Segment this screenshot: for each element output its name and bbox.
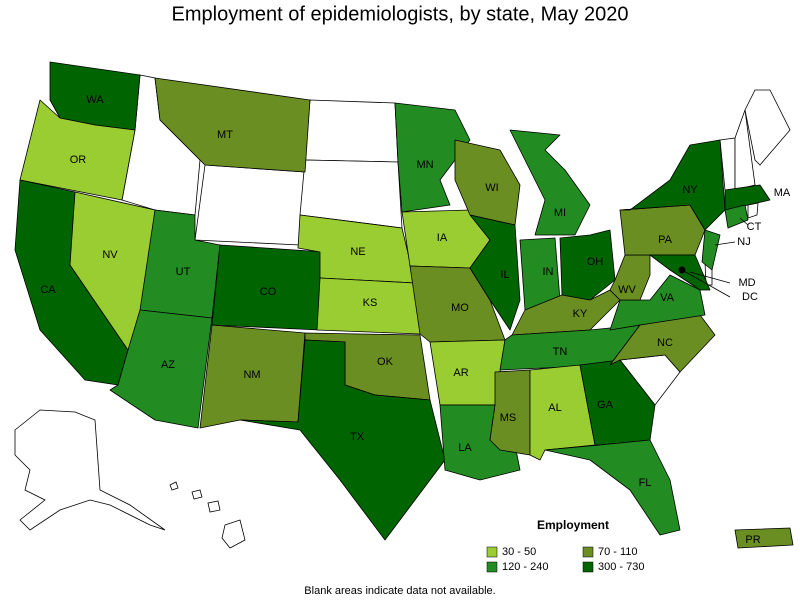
state-blank [304,99,399,163]
state [619,204,706,256]
state-label: WA [86,94,104,106]
state-label: VA [660,292,675,304]
state-label: UT [176,266,191,278]
state-label: MD [738,277,755,289]
state [724,184,771,211]
legend-label: 70 - 110 [598,546,638,558]
state-label: CT [747,221,762,233]
legend-swatch [582,561,594,573]
state-label: AL [548,402,561,414]
state [509,129,591,236]
state-label: IN [543,266,554,278]
state-blank [207,500,221,513]
legend-title: Employment [537,518,609,532]
legend-label: 30 - 50 [502,546,536,558]
state-label: LA [458,442,472,454]
state [154,77,311,173]
legend-label: 120 - 240 [502,561,548,573]
state-label: MO [451,302,469,314]
state-label: MA [774,187,791,199]
state-label: NC [657,337,673,349]
state-label: OR [70,154,87,166]
state-label: MN [416,159,433,171]
state-label: KS [363,297,378,309]
state-label: CO [260,286,277,298]
state-label: NJ [737,236,750,248]
state-label: OK [377,356,394,368]
state-label: DC [742,291,758,303]
state-label: PA [658,234,673,246]
state-blank [191,489,203,500]
state-label: MS [500,412,517,424]
state-label: GA [597,399,614,411]
state-label: IL [500,269,509,281]
state-blank [734,109,756,191]
state-label: PR [745,534,760,546]
state [394,102,471,213]
state [734,527,794,549]
state-blank [169,481,179,491]
state-label: TN [553,346,568,358]
state-label: KY [573,308,588,320]
map-title: Employment of epidemiologists, by state,… [172,3,629,25]
state [701,229,721,271]
state [544,439,681,536]
state-label: WV [618,284,636,296]
state [239,339,446,541]
state-label: NV [102,249,118,261]
state-label: IA [437,232,448,244]
leader-line [681,269,731,298]
leader-line [714,241,736,246]
state-blank [14,409,166,531]
state-blank [221,519,246,549]
state-label: OH [587,256,604,268]
states: WA OR CA NV MT UT AZ CO NM NE KS OK TX MN IA MO AR LA WI IL… [14,61,794,549]
state-blank [194,164,306,246]
state-label: WI [485,182,498,194]
leader-line [689,271,731,284]
state-label: MI [554,207,566,219]
blank-states [14,74,791,549]
legend-swatch [486,561,498,573]
state-label: NE [350,246,365,258]
legend-swatch [486,546,498,558]
state [469,214,521,331]
state-label: FL [639,477,652,489]
state-blank [747,202,759,219]
state [724,204,749,229]
state-label: TX [350,431,365,443]
state [609,254,651,301]
state-label: MT [217,129,233,141]
footnote: Blank areas indicate data not available. [304,585,495,597]
legend-label: 300 - 730 [598,561,644,573]
state [109,309,213,429]
legend: Employment 30 - 50 70 - 110 120 - 240 300 -… [486,518,644,573]
state-label: AR [453,367,468,379]
legend-swatch [582,546,594,558]
leaders [681,217,749,298]
state-label: AZ [161,359,175,371]
state-label: NM [243,369,260,381]
state-label: NY [682,184,698,196]
leader-line [739,217,749,226]
state-blank [744,89,791,166]
state-label: CA [40,284,56,296]
